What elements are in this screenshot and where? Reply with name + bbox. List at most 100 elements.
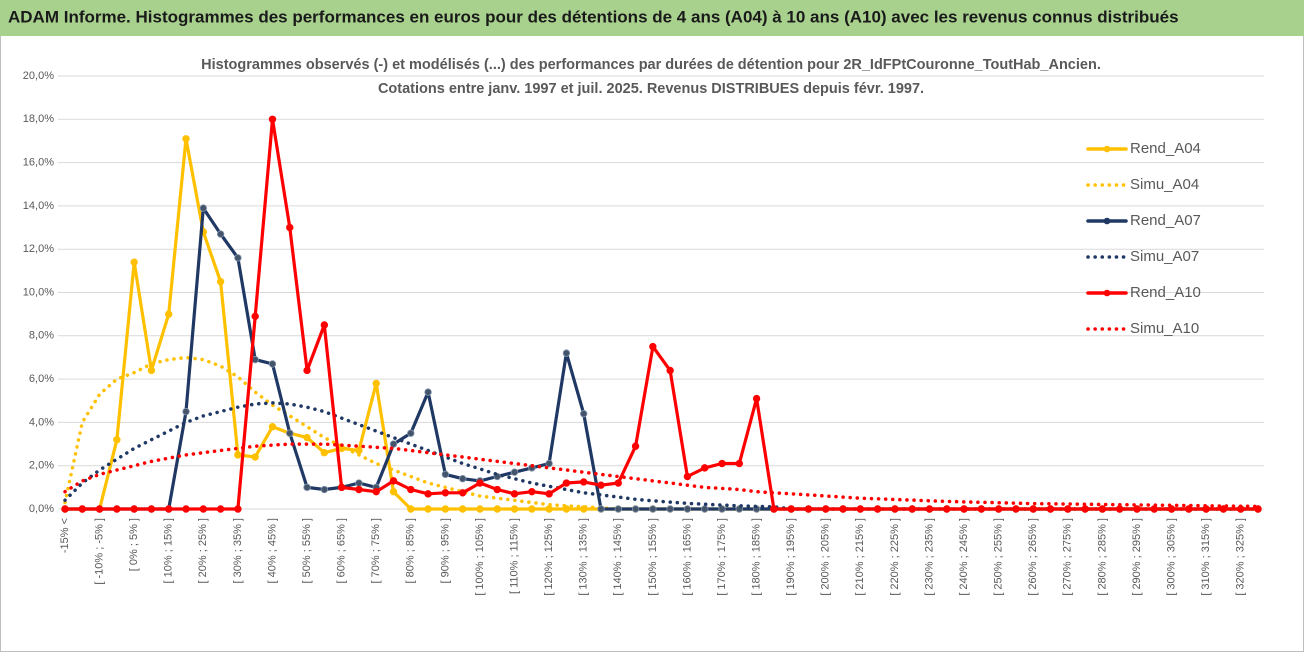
x-tick-label: [ 110% ; 115% ] — [508, 518, 520, 594]
data-point — [770, 505, 778, 513]
data-point — [510, 490, 519, 498]
data-point — [666, 366, 674, 375]
data-point — [718, 459, 726, 468]
x-tick-label: [ 60% ; 65% ] — [336, 518, 348, 583]
data-point — [943, 505, 951, 513]
data-point — [528, 505, 536, 513]
data-point — [268, 423, 277, 431]
y-tick-label: 6,0% — [29, 373, 54, 385]
legend-label: Rend_A10 — [1130, 284, 1201, 301]
legend-marker — [1103, 145, 1111, 153]
legend-label: Simu_A07 — [1130, 248, 1199, 265]
x-tick-label: [ 10% ; 15% ] — [163, 518, 175, 583]
x-tick-label: [ 220% ; 225% ] — [889, 518, 901, 596]
data-point — [320, 485, 329, 494]
banner-title: ADAM Informe. Histogrammes des performan… — [8, 7, 1179, 26]
data-point — [355, 446, 363, 455]
data-point — [787, 505, 795, 513]
data-point — [130, 258, 138, 266]
y-tick-label: 4,0% — [29, 416, 54, 428]
data-point — [562, 479, 571, 487]
data-point — [424, 505, 432, 513]
data-point — [165, 310, 173, 318]
data-point — [147, 505, 156, 513]
data-point — [337, 483, 346, 492]
x-tick-label: [ 300% ; 305% ] — [1165, 518, 1177, 596]
x-tick-label: [ 140% ; 145% ] — [612, 518, 624, 596]
data-point — [199, 204, 208, 212]
data-point — [1098, 505, 1107, 513]
data-point — [389, 477, 398, 485]
data-point — [251, 453, 259, 461]
data-point — [199, 505, 208, 513]
x-tick-label: [ -10% ; -5% ] — [93, 518, 105, 585]
legend-label: Simu_A10 — [1130, 320, 1199, 337]
x-tick-label: [ 160% ; 165% ] — [681, 518, 693, 596]
x-tick-label: [ 170% ; 175% ] — [716, 518, 728, 596]
x-tick-label: [ 210% ; 215% ] — [854, 518, 866, 596]
data-point — [735, 459, 744, 468]
data-point — [528, 487, 536, 496]
data-point — [1046, 505, 1055, 513]
legend-label: Rend_A07 — [1130, 212, 1201, 229]
x-tick-label: [ 270% ; 275% ] — [1062, 518, 1074, 596]
data-point — [61, 505, 69, 513]
data-point — [78, 505, 86, 513]
data-point — [701, 505, 709, 513]
data-point — [372, 379, 380, 388]
data-point — [873, 505, 882, 513]
x-tick-label: [ 200% ; 205% ] — [820, 518, 832, 596]
data-point — [493, 505, 501, 513]
x-tick-label: [ 190% ; 195% ] — [785, 518, 797, 596]
data-point — [1029, 505, 1037, 513]
banner — [0, 0, 1304, 36]
data-point — [234, 254, 242, 262]
x-tick-label: [ 0% ; 5% ] — [128, 518, 140, 571]
data-point — [113, 505, 121, 513]
data-point — [389, 487, 398, 496]
data-point — [407, 485, 415, 494]
x-tick-label: [ 310% ; 315% ] — [1200, 518, 1212, 596]
x-tick-label: [ 130% ; 135% ] — [578, 518, 590, 596]
y-tick-label: 8,0% — [29, 330, 54, 342]
data-point — [1064, 505, 1072, 513]
data-point — [545, 490, 553, 498]
x-tick-label: [ 290% ; 295% ] — [1131, 518, 1143, 596]
data-point — [407, 505, 415, 513]
data-point — [441, 505, 450, 513]
data-point — [355, 485, 363, 494]
data-point — [752, 394, 761, 403]
data-point — [649, 342, 657, 351]
data-point — [458, 505, 467, 513]
data-point — [977, 505, 986, 513]
x-tick-label: [ 50% ; 55% ] — [301, 518, 313, 583]
chart-title: Histogrammes observés (-) et modélisés (… — [201, 57, 1101, 73]
data-point — [216, 505, 225, 513]
x-tick-label: [ 40% ; 45% ] — [266, 518, 278, 583]
data-point — [476, 505, 484, 513]
data-point — [303, 483, 311, 492]
x-tick-label: -15% < — [59, 518, 71, 553]
x-tick-label: [ 120% ; 125% ] — [543, 518, 555, 596]
y-tick-label: 14,0% — [23, 200, 54, 212]
x-tick-label: [ 320% ; 325% ] — [1235, 518, 1247, 596]
data-point — [562, 349, 571, 357]
data-point — [251, 312, 259, 321]
data-point — [856, 505, 865, 513]
data-point — [1081, 505, 1089, 513]
data-point — [631, 505, 640, 513]
x-tick-label: [ 20% ; 25% ] — [197, 518, 209, 583]
x-tick-label: [ 80% ; 85% ] — [405, 518, 417, 583]
x-tick-label: [ 30% ; 35% ] — [232, 518, 244, 583]
data-point — [147, 366, 156, 375]
data-point — [165, 505, 173, 513]
data-point — [476, 479, 484, 487]
data-point — [994, 505, 1003, 513]
data-point — [268, 115, 277, 123]
chart-subtitle: Cotations entre janv. 1997 et juil. 2025… — [378, 81, 924, 97]
legend-marker — [1103, 289, 1111, 297]
data-point — [441, 470, 450, 479]
data-point — [458, 474, 467, 483]
data-point — [579, 410, 588, 418]
